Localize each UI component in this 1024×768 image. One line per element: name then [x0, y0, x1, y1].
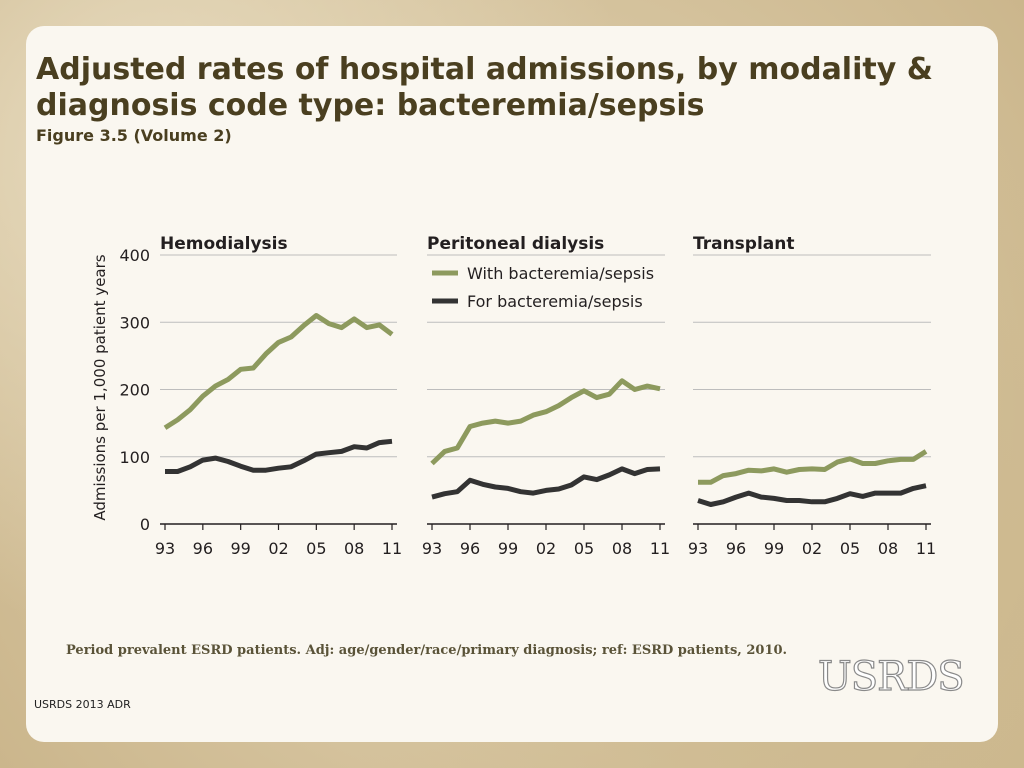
usrds-logo: USRDS — [817, 653, 965, 700]
x-tick-label: 02 — [536, 539, 556, 558]
slide-panel — [26, 26, 998, 742]
series-line-for — [431, 466, 661, 500]
footer-source: USRDS 2013 ADR — [34, 698, 131, 711]
figure-subtitle: Figure 3.5 (Volume 2) — [36, 126, 232, 145]
x-tick-label: 05 — [574, 539, 594, 558]
page-title: Adjusted rates of hospital admissions, b… — [36, 52, 933, 123]
x-tick-label: 99 — [764, 539, 784, 558]
x-tick-label: 99 — [498, 539, 518, 558]
x-tick-label: 93 — [155, 539, 175, 558]
x-tick-label: 11 — [382, 539, 402, 558]
x-tick-label: 05 — [306, 539, 326, 558]
legend-label-with: With bacteremia/sepsis — [467, 264, 654, 283]
y-tick-label: 300 — [119, 313, 150, 332]
x-tick-label: 93 — [688, 539, 708, 558]
x-tick-label: 08 — [344, 539, 364, 558]
y-axis-label: Admissions per 1,000 patient years — [91, 254, 109, 520]
x-tick-label: 96 — [726, 539, 746, 558]
series-line-with — [163, 313, 394, 430]
y-tick-label: 100 — [119, 448, 150, 467]
series-line-for — [697, 483, 927, 507]
x-tick-label: 02 — [802, 539, 822, 558]
panel-title: Hemodialysis — [160, 234, 288, 254]
x-tick-label: 08 — [612, 539, 632, 558]
x-tick-label: 96 — [193, 539, 213, 558]
x-tick-label: 11 — [916, 539, 936, 558]
y-tick-label: 0 — [140, 515, 150, 534]
y-tick-label: 200 — [119, 381, 150, 400]
x-tick-label: 05 — [840, 539, 860, 558]
series-line-with — [430, 378, 661, 466]
series-line-with — [698, 449, 928, 485]
footnote: Period prevalent ESRD patients. Adj: age… — [66, 643, 788, 658]
y-tick-label: 400 — [119, 246, 150, 265]
x-tick-label: 11 — [650, 539, 670, 558]
panel-title: Peritoneal dialysis — [427, 234, 604, 254]
legend-label-for: For bacteremia/sepsis — [467, 292, 643, 311]
series-line-for — [165, 438, 393, 474]
x-tick-label: 02 — [268, 539, 288, 558]
x-tick-label: 08 — [878, 539, 898, 558]
x-tick-label: 96 — [460, 539, 480, 558]
x-tick-label: 93 — [422, 539, 442, 558]
x-tick-label: 99 — [230, 539, 250, 558]
panel-title: Transplant — [693, 234, 795, 254]
